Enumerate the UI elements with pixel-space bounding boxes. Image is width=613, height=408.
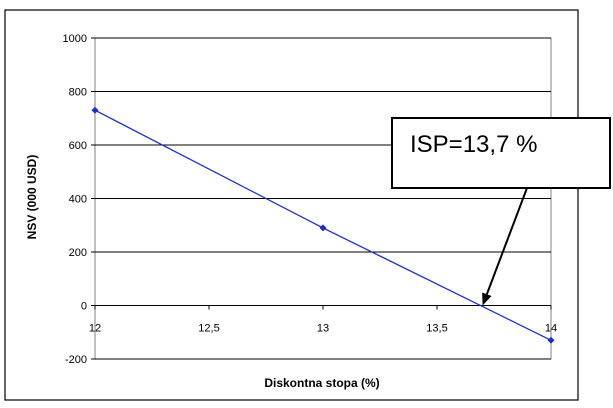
annotation-arrow (485, 187, 528, 295)
y-tick-label: 0 (81, 301, 87, 313)
x-axis-label: Diskontna stopa (%) (264, 376, 379, 390)
x-tick-label: 12,5 (198, 323, 219, 335)
y-tick-label: 600 (69, 140, 87, 152)
data-point (319, 224, 327, 232)
y-tick-label: -200 (65, 354, 87, 366)
annotation-arrowhead (482, 292, 492, 306)
x-tick-label: 13,5 (426, 323, 447, 335)
series-line-layer (91, 106, 555, 344)
y-tick-label: 1000 (63, 33, 87, 45)
axis-ticks: -200 0 200 400 600 800 1000 12 12,5 13 13,5 14 (63, 33, 558, 366)
y-axis-label: NSV (000 USD) (25, 155, 39, 240)
y-tick-label: 200 (69, 247, 87, 259)
annotation-label: ISP=13,7 % (410, 131, 537, 158)
x-tick-label: 12 (89, 323, 101, 335)
x-tick-label: 13 (317, 323, 329, 335)
data-point (547, 336, 555, 344)
y-tick-label: 800 (69, 87, 87, 99)
annotation-box (391, 117, 611, 189)
y-tick-label: 400 (69, 194, 87, 206)
data-point (91, 106, 99, 114)
x-tick-label: 14 (545, 323, 557, 335)
annotation-layer: ISP=13,7 % (391, 117, 611, 306)
